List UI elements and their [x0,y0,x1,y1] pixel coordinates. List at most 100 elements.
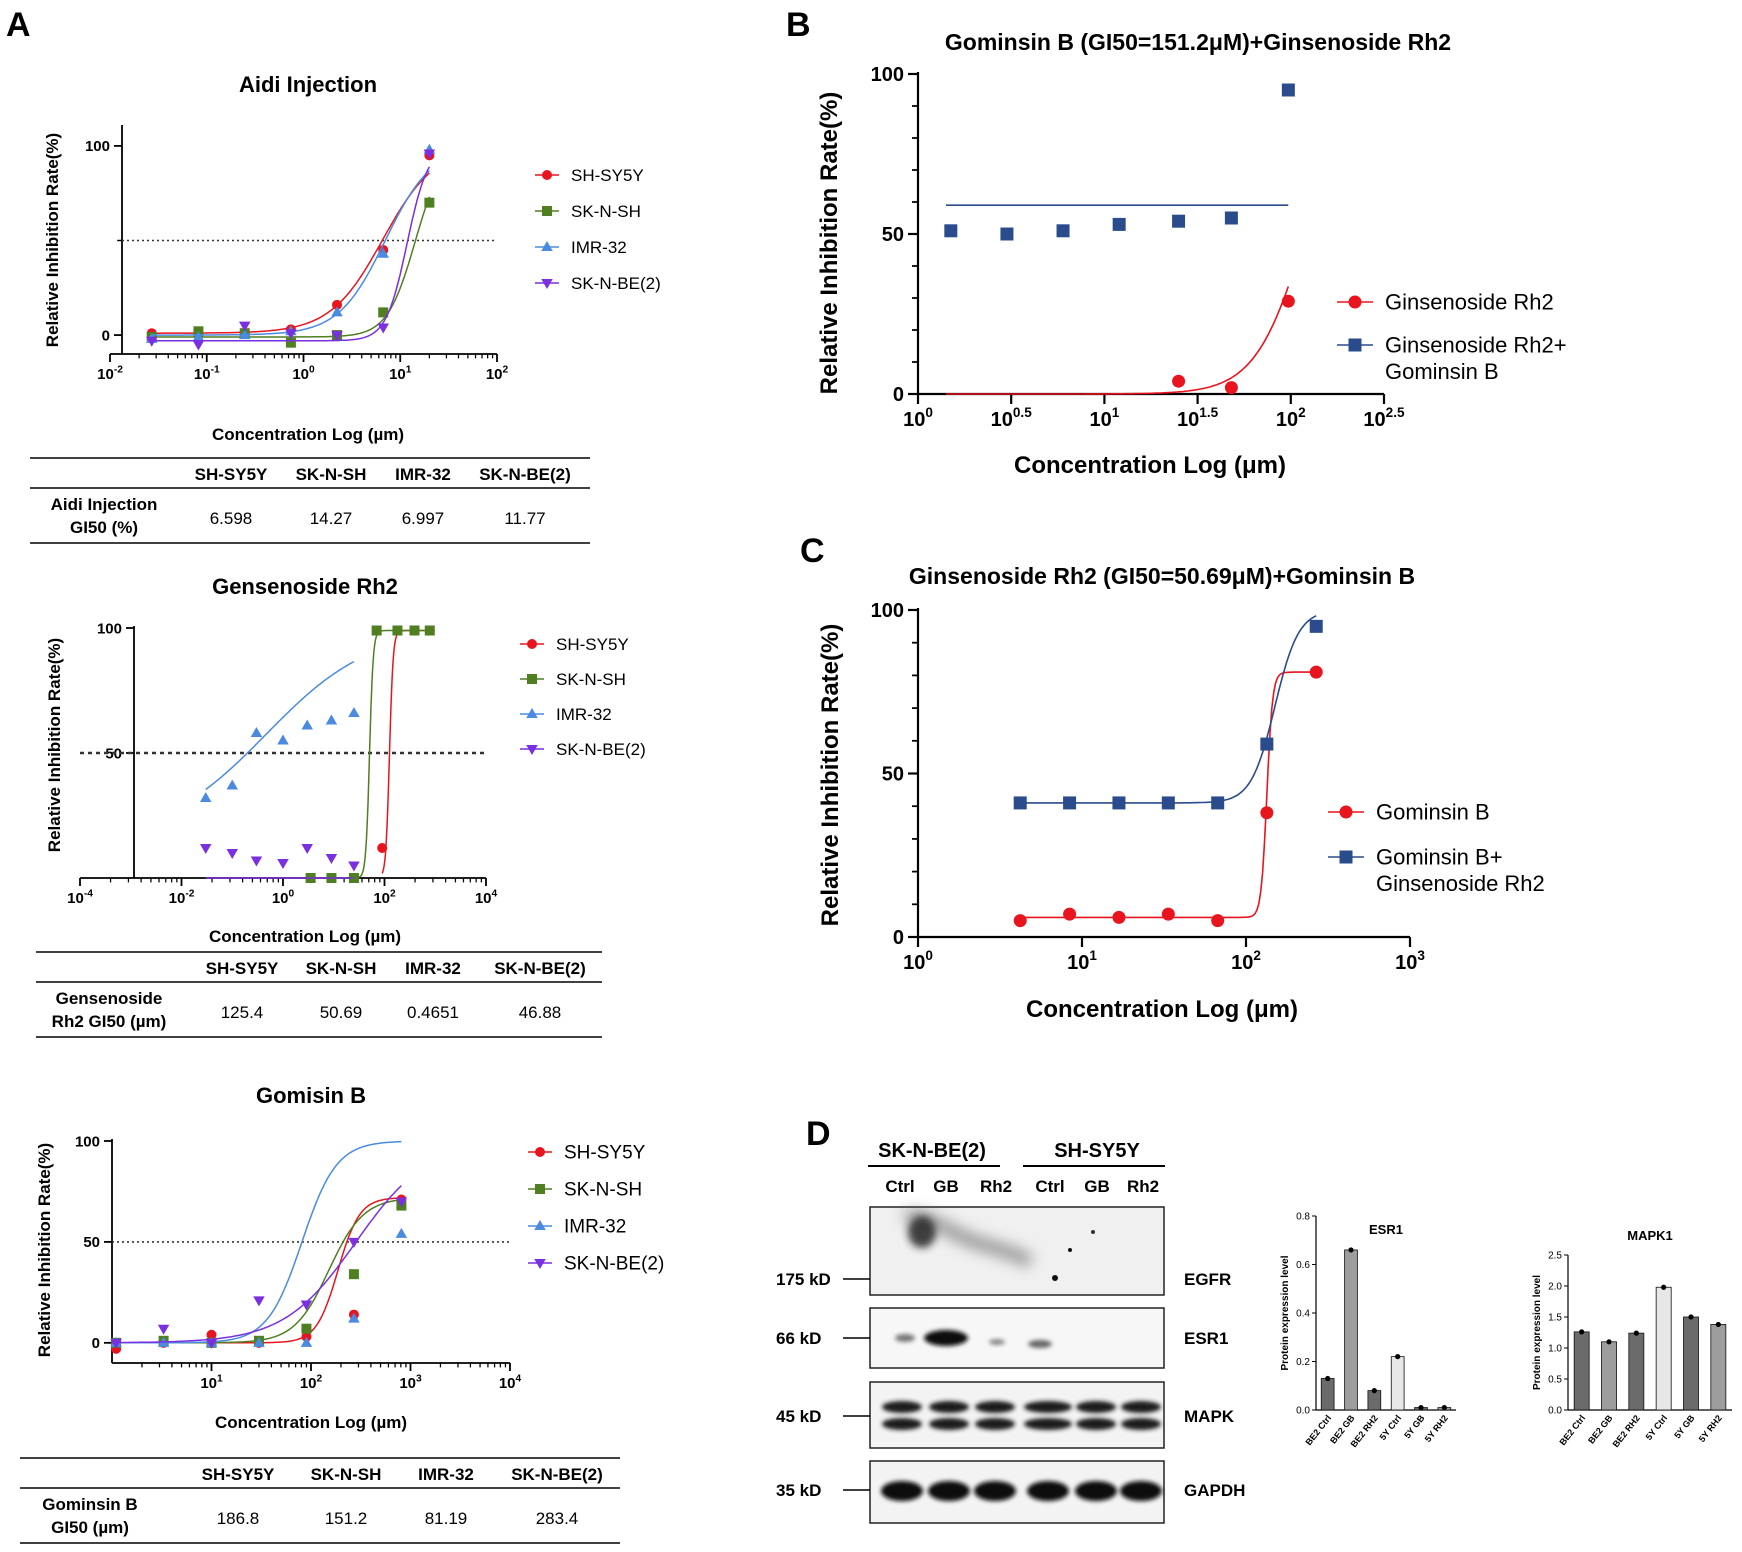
blot-band [1024,1401,1072,1413]
data-point [326,854,338,864]
chart-title: Gensenoside Rh2 [212,574,398,599]
blot-band [924,1330,968,1346]
legend-marker [534,1220,546,1230]
data-point [158,1325,170,1335]
category-label: 5Y Ctrl [1644,1413,1670,1442]
chart-gominsin-b-plus-rh2: Gominsin B (GI50=151.2μM)+Ginsenoside Rh… [816,29,1567,479]
data-point [392,626,402,636]
kd-label: 45 kD [776,1407,821,1426]
y-tick-label: 1.0 [1548,1344,1562,1355]
x-tick-label: 103 [1395,948,1425,974]
legend-label: IMR-32 [564,1217,626,1238]
bar [1345,1250,1358,1410]
blot-band [975,1418,1015,1430]
x-axis-label: Concentration Log (µm) [215,1413,407,1432]
legend-marker [542,170,552,180]
legend-label: SK-N-SH [556,670,626,689]
bar [1391,1357,1404,1410]
table-row-label: Rh2 GI50 (µm) [52,1012,167,1031]
table-value: 81.19 [425,1509,468,1528]
bar-point [1661,1285,1666,1290]
data-point [348,862,360,872]
data-point [253,1296,265,1306]
bar [1601,1342,1616,1410]
legend-label: Gominsin B+Ginsenoside Rh2 [1376,845,1545,896]
data-point [301,1324,311,1334]
y-axis-label: Relative Inhibition Rate(%) [43,133,62,347]
legend-marker [535,1184,545,1194]
fit-curve-2 [206,662,354,790]
data-point [227,780,239,790]
y-tick-label: 50 [882,764,904,786]
blot-band [975,1401,1015,1413]
table-value: 125.4 [221,1003,264,1022]
data-point [1113,218,1126,231]
table-value: 283.4 [536,1509,579,1528]
fit-curve-0 [382,631,430,874]
y-tick-label: 0.4 [1296,1309,1310,1320]
y-tick-label: 0.8 [1296,1212,1310,1223]
table-header: SK-N-BE(2) [479,465,571,484]
data-point [1225,381,1238,394]
bar-point [1372,1388,1377,1393]
legend-label: SK-N-BE(2) [556,740,646,759]
x-tick-label: 102.5 [1363,405,1405,431]
data-point [301,720,313,730]
y-tick-label: 100 [85,138,110,155]
x-tick-label: 10-2 [169,888,195,907]
legend-label: Ginsenoside Rh2 [1385,290,1554,315]
x-tick-label: 100.5 [991,405,1033,431]
x-axis-label: Concentration Log (μm) [1026,996,1298,1023]
y-tick-label: 0 [893,927,904,949]
legend-marker [1349,339,1362,352]
y-tick-label: 0.2 [1296,1357,1310,1368]
category-label: BE2 RH2 [1611,1413,1642,1449]
y-tick-label: 0.6 [1296,1260,1310,1271]
legend-label: SH-SY5Y [571,166,644,185]
legend-marker [542,206,552,216]
bar [1711,1324,1726,1410]
table-value: 50.69 [320,1003,363,1022]
legend-marker [526,745,538,755]
table-header: SK-N-SH [311,1465,382,1484]
blot-band [1027,1481,1069,1501]
legend-marker [541,279,553,289]
x-tick-label: 102 [1276,405,1306,431]
legend-label: Gominsin B [1376,800,1490,825]
table-row-label: Gensenoside [56,989,163,1008]
x-tick-label: 101 [1089,405,1119,431]
data-point [1211,796,1224,809]
data-point [1260,806,1273,819]
legend-label: SH-SY5Y [564,1143,646,1164]
data-point [1112,911,1125,924]
panel-label-d: D [806,1115,831,1153]
kd-label: 35 kD [776,1481,821,1500]
data-point [944,224,957,237]
table-header: SH-SY5Y [206,959,279,978]
y-tick-label: 100 [75,1133,100,1150]
data-point [277,735,289,745]
data-point [1162,908,1175,921]
blot-band [1028,1340,1052,1348]
table-row-label: Gominsin B [42,1495,137,1514]
blot-strip-mapk [870,1382,1164,1448]
data-point [1225,212,1238,225]
y-tick-label: 1.5 [1548,1313,1562,1324]
legend-marker [1349,296,1362,309]
x-axis-label: Concentration Log (µm) [212,425,404,444]
data-point [1162,796,1175,809]
bar-point [1688,1314,1693,1319]
x-tick-label: 102 [486,364,509,383]
data-point [1014,914,1027,927]
protein-label: EGFR [1184,1270,1231,1289]
blot-band [928,1481,970,1501]
legend-label: SK-N-BE(2) [571,274,661,293]
table-header: IMR-32 [418,1465,474,1484]
gi50-table-aidi: SH-SY5Y6.598SK-N-SH14.27IMR-326.997SK-N-… [30,458,590,543]
category-label: 5Y RH2 [1697,1413,1724,1444]
blot-band [1121,1418,1161,1430]
x-tick-label: 100 [903,405,933,431]
category-label: BE2 Ctrl [1557,1413,1587,1447]
table-header: IMR-32 [405,959,461,978]
x-tick-label: 10-4 [67,888,93,907]
